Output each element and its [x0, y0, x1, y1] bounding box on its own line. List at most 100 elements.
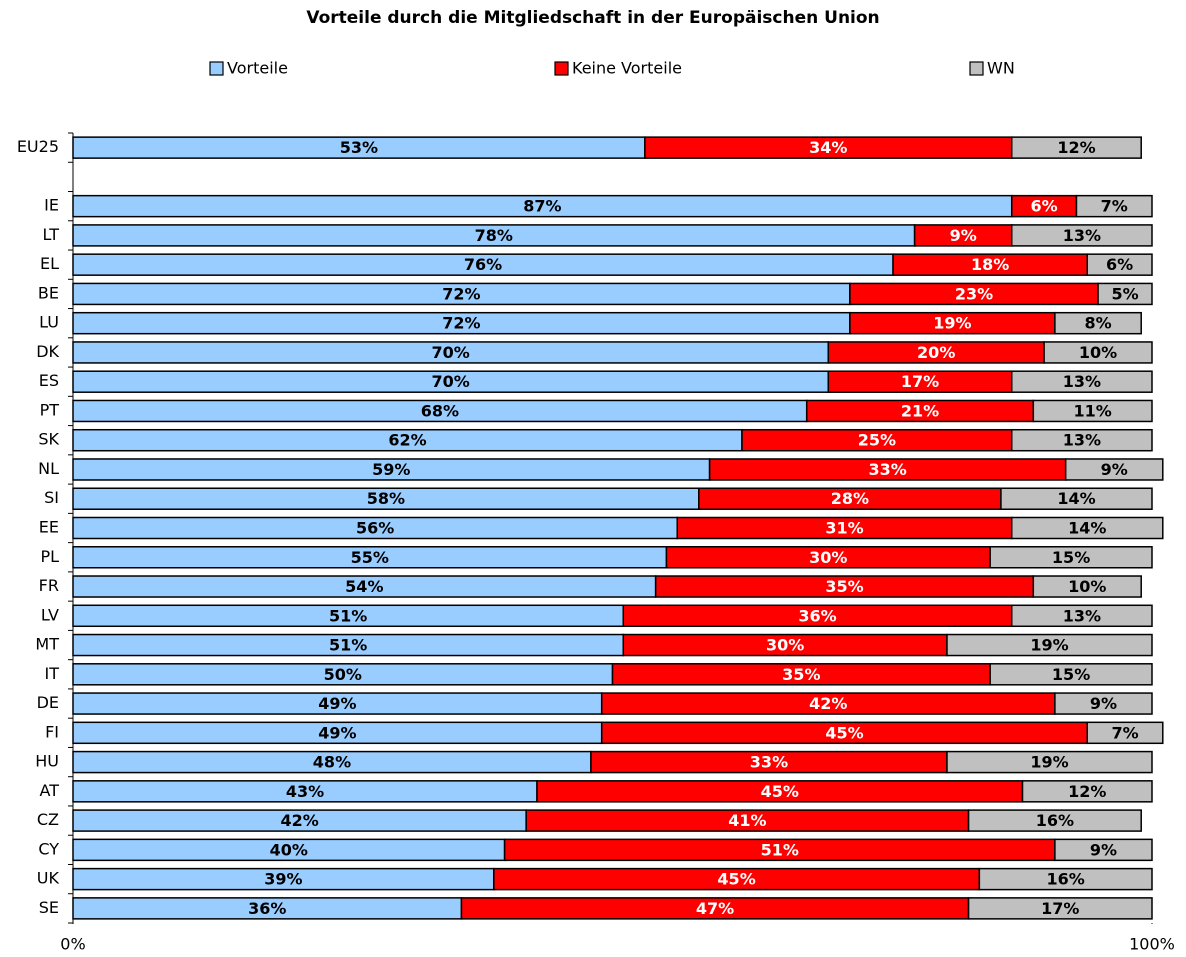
- value-label: 28%: [831, 489, 869, 508]
- value-label: 17%: [901, 372, 939, 391]
- bar-segment: [1032, 575, 1142, 598]
- value-label: 19%: [1030, 636, 1068, 655]
- value-label: 15%: [1052, 548, 1090, 567]
- value-label: 72%: [442, 284, 480, 303]
- value-label: 40%: [270, 840, 308, 859]
- value-label: 30%: [766, 636, 804, 655]
- value-label: 39%: [264, 870, 302, 889]
- value-label: 6%: [1106, 255, 1133, 274]
- bar-segment: [1010, 428, 1153, 452]
- bar-segment: [1010, 516, 1164, 540]
- value-label: 9%: [1090, 840, 1117, 859]
- y-tick-label: ES: [39, 371, 59, 390]
- y-tick-label: LU: [39, 313, 59, 332]
- y-tick-label: DK: [36, 342, 59, 361]
- x-tick-label: 100%: [1129, 935, 1175, 954]
- y-tick-label: FR: [39, 576, 59, 595]
- value-label: 51%: [329, 636, 367, 655]
- value-label: 55%: [351, 548, 389, 567]
- bar-segment: [1054, 311, 1142, 335]
- bar-segment: [1097, 282, 1153, 306]
- value-label: 49%: [318, 694, 356, 713]
- y-tick-label: DE: [37, 693, 59, 712]
- y-tick-label: SI: [44, 488, 59, 507]
- value-label: 51%: [761, 840, 799, 859]
- value-label: 8%: [1084, 314, 1111, 333]
- y-tick-label: EE: [39, 518, 59, 537]
- legend-swatch: [554, 61, 569, 76]
- y-tick-label: HU: [35, 752, 59, 771]
- value-label: 45%: [825, 723, 863, 742]
- value-label: 49%: [318, 723, 356, 742]
- bar-segment: [1000, 487, 1153, 510]
- value-label: 9%: [950, 226, 977, 245]
- value-label: 45%: [717, 870, 755, 889]
- bar-segment: [1086, 253, 1153, 276]
- y-tick-label: IT: [45, 664, 60, 683]
- value-label: 70%: [432, 372, 470, 391]
- value-label: 45%: [761, 782, 799, 801]
- y-tick-label: FI: [45, 722, 59, 741]
- y-tick-label: PT: [40, 400, 60, 419]
- value-label: 5%: [1111, 284, 1138, 303]
- bar-segment: [989, 663, 1153, 686]
- y-tick-label: PL: [40, 547, 59, 566]
- value-label: 70%: [432, 343, 470, 362]
- bar-segment: [1021, 780, 1153, 803]
- bar-segment: [1075, 194, 1153, 218]
- y-tick-label: LV: [41, 605, 59, 624]
- legend-swatch: [969, 61, 984, 76]
- value-label: 13%: [1063, 431, 1101, 450]
- value-label: 68%: [421, 401, 459, 420]
- value-label: 35%: [782, 665, 820, 684]
- bar-segment: [946, 633, 1153, 657]
- bar-segment: [1032, 399, 1153, 423]
- y-tick-label: EU25: [17, 137, 59, 156]
- value-label: 7%: [1111, 723, 1138, 742]
- y-tick-label: MT: [35, 635, 59, 654]
- value-label: 56%: [356, 519, 394, 538]
- value-label: 50%: [324, 665, 362, 684]
- bar-segment: [1086, 721, 1164, 745]
- bar-segment: [967, 897, 1153, 920]
- value-label: 41%: [728, 811, 766, 830]
- value-label: 34%: [809, 138, 847, 157]
- x-tick-label: 0%: [60, 935, 85, 954]
- value-label: 36%: [248, 899, 286, 918]
- bar-segment: [1010, 224, 1153, 247]
- value-label: 10%: [1068, 577, 1106, 596]
- bar-segment: [1010, 136, 1142, 159]
- value-label: 59%: [372, 460, 410, 479]
- value-label: 13%: [1063, 606, 1101, 625]
- value-label: 25%: [858, 431, 896, 450]
- value-label: 14%: [1057, 489, 1095, 508]
- y-tick-label: CZ: [37, 810, 59, 829]
- value-label: 42%: [809, 694, 847, 713]
- value-label: 87%: [523, 197, 561, 216]
- y-tick-label: LT: [43, 225, 60, 244]
- value-label: 6%: [1031, 197, 1058, 216]
- value-label: 19%: [933, 314, 971, 333]
- legend-label: WN: [987, 59, 1015, 78]
- value-label: 19%: [1030, 753, 1068, 772]
- value-label: 51%: [329, 606, 367, 625]
- value-label: 23%: [955, 284, 993, 303]
- value-label: 18%: [971, 255, 1009, 274]
- value-label: 48%: [313, 753, 351, 772]
- value-label: 15%: [1052, 665, 1090, 684]
- value-label: 42%: [280, 811, 318, 830]
- bar-segment: [978, 867, 1153, 891]
- value-label: 62%: [388, 431, 426, 450]
- y-tick-label: SK: [38, 430, 59, 449]
- value-label: 33%: [868, 460, 906, 479]
- bar-segment: [1054, 692, 1153, 715]
- y-tick-label: SE: [39, 898, 59, 917]
- legend-swatch: [209, 61, 224, 76]
- value-label: 53%: [340, 138, 378, 157]
- chart-title: Vorteile durch die Mitgliedschaft in der…: [306, 8, 879, 28]
- y-tick-label: CY: [38, 839, 59, 858]
- value-label: 20%: [917, 343, 955, 362]
- value-label: 31%: [825, 519, 863, 538]
- legend-label: Keine Vorteile: [572, 59, 682, 78]
